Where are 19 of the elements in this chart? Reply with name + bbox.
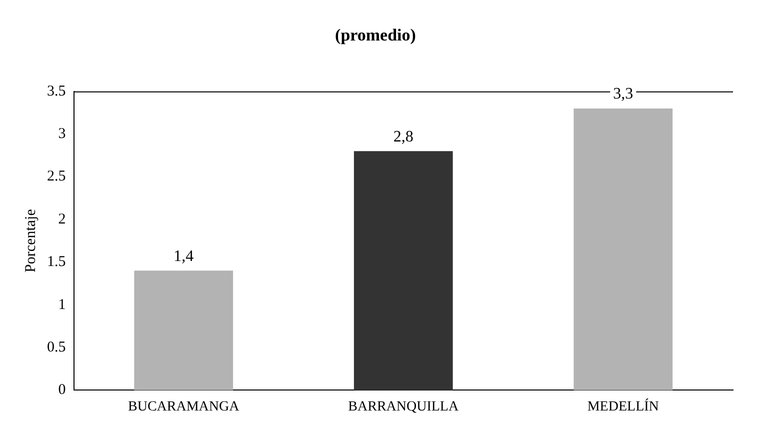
y-tick-label: 0 <box>58 382 66 398</box>
y-tick-label: 0.5 <box>47 339 66 356</box>
data-label: 3,3 <box>613 86 634 103</box>
y-tick-label: 2 <box>58 211 66 228</box>
x-tick-label: BARRANQUILLA <box>348 399 460 414</box>
bar <box>574 108 673 390</box>
y-tick-label: 2.5 <box>47 168 66 185</box>
y-tick-label: 1 <box>58 296 66 313</box>
data-label: 2,8 <box>393 128 414 146</box>
bar <box>134 270 234 390</box>
y-tick-label: 3 <box>58 126 66 142</box>
y-tick-label: 3.5 <box>47 83 66 100</box>
data-label: 1,4 <box>174 248 194 265</box>
chart-title: (promedio) <box>335 26 416 45</box>
y-axis-title: Porcentaje <box>22 208 39 272</box>
x-tick-label: MEDELLÍN <box>587 397 659 414</box>
bar <box>354 151 453 390</box>
y-tick-label: 1.5 <box>47 254 66 270</box>
x-tick-label: BUCARAMANGA <box>128 399 240 414</box>
